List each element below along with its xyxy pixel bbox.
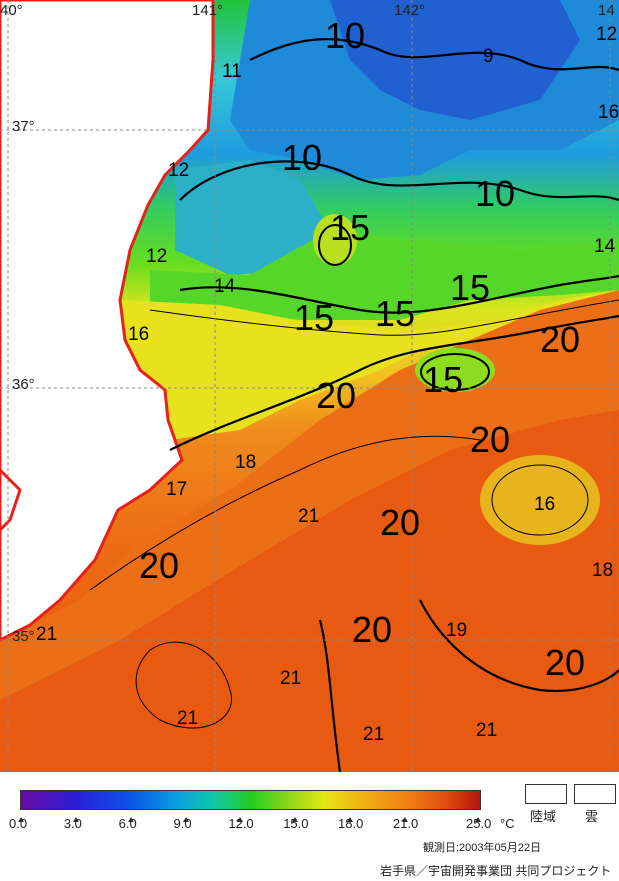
contour-label: 20 (380, 502, 420, 543)
contour-label: 15 (423, 359, 463, 400)
colorbar-tick-label: 12.0 (228, 816, 254, 831)
land-islet (0, 467, 22, 533)
colorbar-tick-label: 15.0 (283, 816, 309, 831)
contour-label: 10 (282, 137, 322, 178)
cloud-legend-label: 雲 (585, 809, 599, 824)
contour-label: 21 (363, 724, 384, 745)
isotherm-20 (419, 599, 619, 693)
sst-map: 10 9 11 12 16 10 10 12 15 12 14 14 15 15 15 16 20 15 20 20 1… (0, 0, 619, 772)
warm-core-zone (0, 410, 619, 772)
contour-label: 21 (36, 624, 57, 645)
contour-label: 9 (483, 46, 494, 67)
colorbar-tick (18, 817, 24, 822)
colorbar-tick (475, 817, 481, 822)
colorbar-tick (292, 817, 299, 822)
land-coastline (0, 0, 215, 642)
graticule (0, 0, 619, 772)
colorbar-tick-label: 21.0 (392, 816, 419, 831)
contour-label: 19 (446, 620, 467, 641)
colorbar-tick-label: 3.0 (63, 816, 82, 831)
contour-label: 18 (235, 452, 256, 473)
contour-label: 21 (298, 506, 319, 527)
contour-label: 17 (166, 479, 187, 500)
isotherm-21 (135, 641, 232, 729)
contour-label: 15 (375, 293, 415, 334)
contour-label: 16 (598, 102, 619, 123)
contour-label: 20 (545, 642, 585, 683)
contour-label: 20 (470, 419, 510, 460)
colorbar-tick (237, 817, 244, 822)
contour-label: 15 (294, 297, 334, 338)
colorbar-tick (401, 817, 408, 822)
isotherm-16 (491, 464, 589, 536)
lat-label: 37° (12, 118, 35, 135)
isotherm-15 (318, 224, 352, 266)
colorbar-tick (347, 817, 354, 822)
land-legend-label: 陸域 (530, 809, 557, 824)
cyan-zone (175, 160, 330, 275)
colorbar-tick (182, 817, 189, 822)
contour-label: 20 (139, 545, 179, 586)
lon-label: 14 (598, 2, 615, 19)
contour-label: 12 (168, 160, 189, 181)
cloud-swatch (574, 784, 616, 804)
contour-label: 20 (316, 375, 356, 416)
contour-label: 11 (222, 61, 242, 82)
contour-label: 10 (475, 173, 515, 214)
isotherm-20 (169, 314, 619, 451)
cold-core-zone (330, 0, 580, 120)
contour-label: 16 (128, 324, 149, 345)
isotherm-10 (249, 38, 619, 72)
temperature-colorbar (20, 790, 481, 810)
observation-date: 観測日:2003年05月22日 (423, 842, 541, 854)
contour-label: 21 (476, 720, 497, 741)
contour-label: 12 (596, 24, 617, 45)
colorbar-tick-label: 9.0 (173, 816, 192, 831)
unit-label: °C (500, 816, 515, 831)
contour-label: 14 (594, 236, 616, 257)
contour-label: 14 (214, 276, 236, 297)
isotherm-21 (89, 435, 481, 591)
eddy-patch (415, 348, 495, 392)
isotherm-15 (179, 274, 619, 314)
eddy-patch (480, 455, 600, 545)
lat-label: 36° (12, 376, 35, 393)
isotherm-10 (179, 160, 619, 202)
colorbar-tick-label: 25.0 (466, 816, 492, 831)
lon-label: 141° (192, 2, 224, 19)
land-swatch (525, 784, 567, 804)
colorbar-tick-label: 6.0 (118, 816, 137, 831)
isotherm-15 (420, 353, 490, 391)
contour-label: 15 (450, 267, 490, 308)
contour-label: 20 (540, 319, 580, 360)
contour-label: 21 (280, 668, 301, 689)
colorbar-tick (72, 817, 79, 822)
contour-label: 12 (146, 246, 167, 267)
lon-label: 142° (394, 2, 426, 19)
colorbar-tick-label: 18.0 (338, 816, 364, 831)
lon-label: 40° (0, 2, 23, 19)
colorbar-tick-label: 0.0 (9, 816, 28, 831)
contour-label: 20 (352, 609, 392, 650)
contour-label: 16 (534, 494, 555, 515)
credit-text: 岩手県／宇宙開発事業団 共同プロジェクト (380, 864, 612, 878)
contour-label: 18 (592, 560, 613, 581)
contour-label: 15 (330, 207, 370, 248)
lat-label: 35° (12, 628, 35, 645)
contour-label: 10 (325, 15, 365, 56)
isotherm-16 (149, 299, 619, 336)
eddy-patch (313, 214, 357, 266)
isotherm-20 (318, 619, 342, 772)
colorbar-tick (127, 817, 134, 822)
contour-label: 21 (177, 708, 198, 729)
